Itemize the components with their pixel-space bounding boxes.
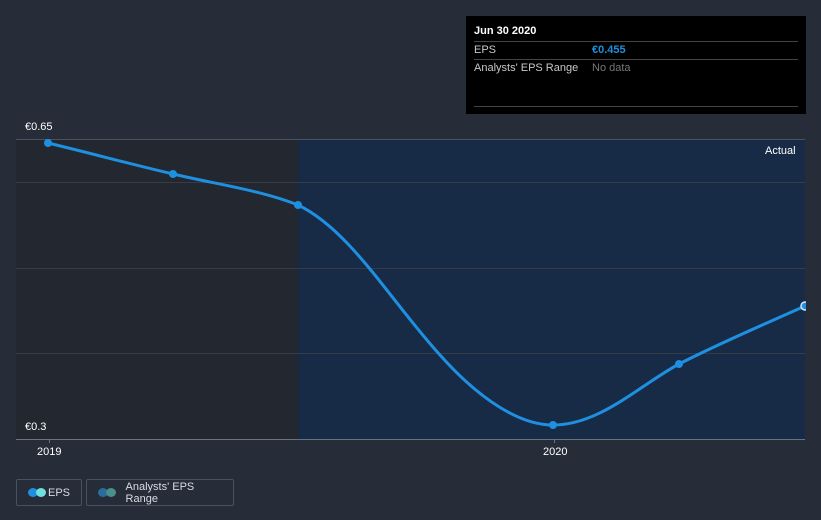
tooltip-value: €0.455 — [592, 44, 626, 56]
x-axis-label-2019: 2019 — [37, 446, 62, 458]
right-margin — [806, 0, 821, 520]
data-point[interactable] — [294, 201, 302, 209]
actual-region — [298, 139, 805, 439]
tooltip-row-eps: EPS €0.455 — [474, 41, 798, 59]
tooltip-label: Analysts' EPS Range — [474, 62, 579, 74]
past-region — [16, 139, 298, 439]
y-axis-min-label: €0.3 — [25, 421, 47, 433]
tooltip-divider — [474, 106, 798, 107]
legend-label: EPS — [47, 486, 70, 499]
data-point[interactable] — [169, 170, 177, 178]
range-legend-icon — [98, 488, 117, 497]
data-point[interactable] — [549, 421, 557, 429]
y-axis-max-label: €0.65 — [25, 121, 53, 133]
data-point[interactable] — [44, 139, 52, 147]
actual-region-label: Actual — [765, 145, 796, 157]
legend-item-analysts-range[interactable]: Analysts' EPS Range — [86, 479, 234, 506]
tooltip-row-range: Analysts' EPS Range No data — [474, 59, 798, 77]
tooltip-date: Jun 30 2020 — [474, 25, 537, 37]
x-axis-label-2020: 2020 — [543, 446, 568, 458]
tooltip: Jun 30 2020 EPS €0.455 Analysts' EPS Ran… — [466, 16, 806, 114]
data-point[interactable] — [675, 360, 683, 368]
tooltip-value: No data — [592, 62, 631, 74]
legend-item-eps[interactable]: EPS — [16, 479, 82, 506]
eps-legend-icon — [28, 488, 46, 497]
tooltip-label: EPS — [474, 44, 497, 56]
legend-label: Analysts' EPS Range — [125, 480, 195, 505]
